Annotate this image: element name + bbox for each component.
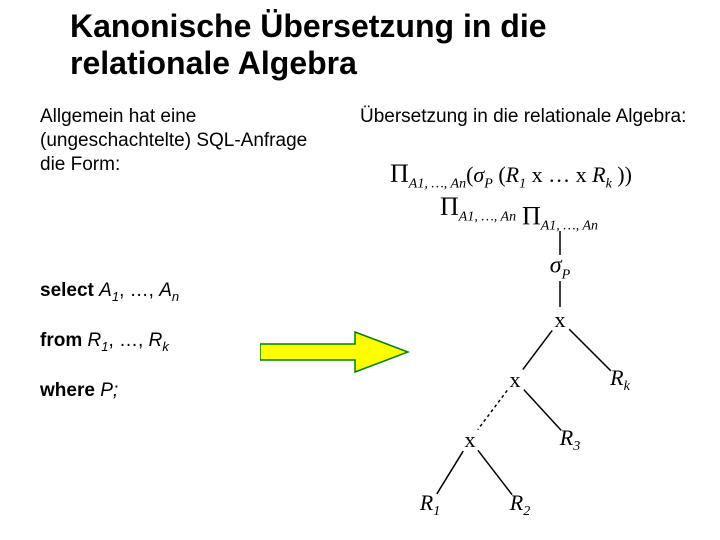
formula-rk: R bbox=[592, 162, 605, 187]
sql-select-a1: A bbox=[99, 280, 112, 301]
sql-from-r1: R bbox=[88, 330, 102, 351]
formula-proj-sub: A1, …, An bbox=[409, 176, 466, 191]
tree-edge bbox=[437, 451, 463, 494]
sql-from-rk: R bbox=[149, 330, 163, 351]
tree-node-Rk: Rk bbox=[610, 365, 630, 395]
tree-node-x3: x bbox=[465, 427, 476, 453]
sql-where-kw: where bbox=[40, 380, 95, 401]
tree-r2-sub: 2 bbox=[523, 504, 530, 519]
tree-rk-sub: k bbox=[624, 379, 630, 394]
tree-r1-sub: 1 bbox=[433, 504, 440, 519]
pi-op-icon: Π bbox=[390, 159, 409, 188]
tree-pi-sub: A1, …, An bbox=[541, 219, 598, 234]
sql-from-kw: from bbox=[40, 330, 82, 351]
operator-tree: ΠA1, …, AnσPxxRkxR3R1R2 bbox=[390, 205, 700, 535]
sql-from-line: from R1, …, Rk bbox=[40, 330, 169, 354]
sql-select-sep: , …, bbox=[119, 280, 159, 301]
slide-title: Kanonische Übersetzung in die relational… bbox=[70, 8, 670, 82]
tree-edge bbox=[524, 390, 561, 431]
formula-r1: R bbox=[506, 162, 519, 187]
tree-edge bbox=[478, 390, 507, 429]
tree-sigma-sub: P bbox=[562, 267, 571, 282]
tree-edge bbox=[569, 329, 611, 371]
sql-select-ansub: n bbox=[172, 289, 179, 304]
tree-node-R2: R2 bbox=[510, 490, 530, 520]
tree-r3-sub: 3 bbox=[573, 439, 580, 454]
tree-edges-svg bbox=[390, 205, 700, 535]
sql-where-line: where P; bbox=[40, 380, 118, 402]
sql-where-arg: P; bbox=[100, 380, 118, 401]
formula-line-1: ΠA1, …, An(σP (R1 x … x Rk )) bbox=[390, 159, 632, 192]
right-paragraph: Übersetzung in die relationale Algebra: bbox=[360, 105, 700, 129]
sql-from-sep: , …, bbox=[108, 330, 148, 351]
formula-sel-sub: P bbox=[484, 176, 493, 191]
sql-select-kw: select bbox=[40, 280, 94, 301]
sql-from-rksub: k bbox=[162, 339, 169, 354]
tree-edge bbox=[478, 450, 512, 494]
slide-root: Kanonische Übersetzung in die relational… bbox=[0, 0, 720, 540]
tree-node-R1: R1 bbox=[420, 490, 440, 520]
tree-node-R3: R3 bbox=[560, 425, 580, 455]
tree-node-x2: x bbox=[510, 367, 521, 393]
tree-node-sigma: σP bbox=[550, 253, 570, 284]
tree-node-pi: ΠA1, …, An bbox=[522, 201, 598, 234]
arrow-icon bbox=[260, 330, 410, 374]
sql-select-line: select A1, …, An bbox=[40, 280, 179, 304]
left-paragraph: Allgemein hat eine (ungeschachtelte) SQL… bbox=[40, 105, 330, 176]
tree-edge bbox=[523, 330, 552, 369]
formula-join: x … x bbox=[526, 162, 592, 187]
arrow-polygon bbox=[260, 332, 408, 372]
tree-node-x1: x bbox=[555, 307, 566, 333]
sql-select-an: A bbox=[159, 280, 172, 301]
sql-select-a1sub: 1 bbox=[112, 289, 119, 304]
formula-rk-sub: k bbox=[606, 176, 612, 191]
